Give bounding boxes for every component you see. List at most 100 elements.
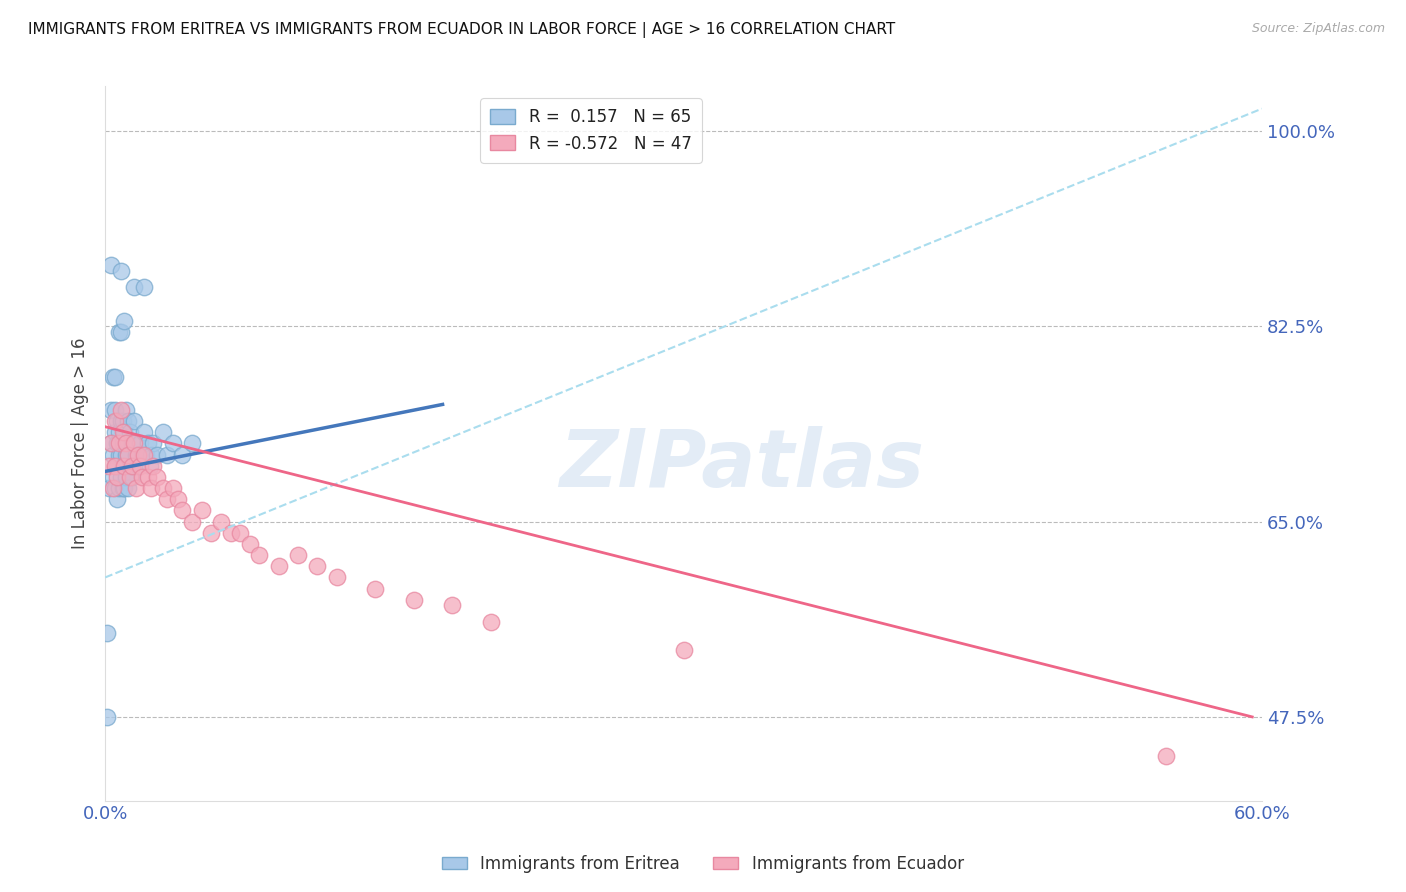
Point [120, 425, 142, 440]
Point [152, 481, 174, 495]
Point [114, 458, 136, 473]
Point [219, 525, 242, 540]
Point [107, 481, 129, 495]
Point [104, 481, 127, 495]
Point [287, 548, 309, 562]
Point [107, 425, 129, 440]
Point [135, 448, 157, 462]
Point [129, 436, 152, 450]
Point [156, 492, 179, 507]
Point [131, 470, 153, 484]
Point [107, 325, 129, 339]
Point [172, 448, 194, 462]
Point [111, 436, 134, 450]
Point [132, 425, 155, 440]
Point [136, 470, 159, 484]
Point [117, 414, 139, 428]
Point [122, 436, 145, 450]
Point [125, 448, 148, 462]
Point [115, 436, 138, 450]
Point [132, 448, 155, 462]
Point [111, 458, 134, 473]
Point [122, 414, 145, 428]
Point [129, 458, 152, 473]
Y-axis label: In Labor Force | Age > 16: In Labor Force | Age > 16 [72, 338, 89, 549]
Point [101, 470, 124, 484]
Point [229, 525, 252, 540]
Legend: R =  0.157   N = 65, R = -0.572   N = 47: R = 0.157 N = 65, R = -0.572 N = 47 [481, 98, 702, 162]
Point [117, 448, 139, 462]
Point [114, 425, 136, 440]
Point [121, 458, 143, 473]
Point [172, 503, 194, 517]
Point [105, 414, 128, 428]
Point [107, 436, 129, 450]
Point [209, 515, 232, 529]
Text: Source: ZipAtlas.com: Source: ZipAtlas.com [1251, 22, 1385, 36]
Point [131, 448, 153, 462]
Legend: Immigrants from Eritrea, Immigrants from Ecuador: Immigrants from Eritrea, Immigrants from… [436, 848, 970, 880]
Point [105, 492, 128, 507]
Point [117, 448, 139, 462]
Point [104, 458, 127, 473]
Point [120, 458, 142, 473]
Point [100, 403, 122, 417]
Point [115, 470, 138, 484]
Point [111, 481, 134, 495]
Point [101, 369, 124, 384]
Point [146, 448, 169, 462]
Point [111, 425, 134, 440]
Point [101, 448, 124, 462]
Point [142, 436, 165, 450]
Point [138, 458, 160, 473]
Point [105, 436, 128, 450]
Point [156, 448, 179, 462]
Point [121, 436, 143, 450]
Point [104, 369, 127, 384]
Point [127, 458, 149, 473]
Point [162, 481, 184, 495]
Point [110, 263, 132, 277]
Point [104, 403, 127, 417]
Point [181, 515, 204, 529]
Point [132, 280, 155, 294]
Point [96, 626, 118, 640]
Point [98, 458, 121, 473]
Point [104, 425, 127, 440]
Point [100, 436, 122, 450]
Point [104, 458, 127, 473]
Point [105, 458, 128, 473]
Point [115, 448, 138, 462]
Point [114, 458, 136, 473]
Point [142, 458, 165, 473]
Point [98, 481, 121, 495]
Point [122, 458, 145, 473]
Point [190, 503, 212, 517]
Point [402, 592, 425, 607]
Point [152, 425, 174, 440]
Point [110, 325, 132, 339]
Point [110, 414, 132, 428]
Point [141, 448, 163, 462]
Point [141, 481, 163, 495]
Point [96, 710, 118, 724]
Point [105, 470, 128, 484]
Text: IMMIGRANTS FROM ERITREA VS IMMIGRANTS FROM ECUADOR IN LABOR FORCE | AGE > 16 COR: IMMIGRANTS FROM ERITREA VS IMMIGRANTS FR… [28, 22, 896, 38]
Point [364, 582, 387, 596]
Point [110, 403, 132, 417]
Point [107, 448, 129, 462]
Point [101, 481, 124, 495]
Point [479, 615, 502, 629]
Point [146, 470, 169, 484]
Point [110, 448, 132, 462]
Point [167, 492, 190, 507]
Point [100, 258, 122, 272]
Point [181, 436, 204, 450]
Point [115, 403, 138, 417]
Point [100, 436, 122, 450]
Point [127, 448, 149, 462]
Point [307, 559, 329, 574]
Point [114, 314, 136, 328]
Point [104, 414, 127, 428]
Point [672, 643, 695, 657]
